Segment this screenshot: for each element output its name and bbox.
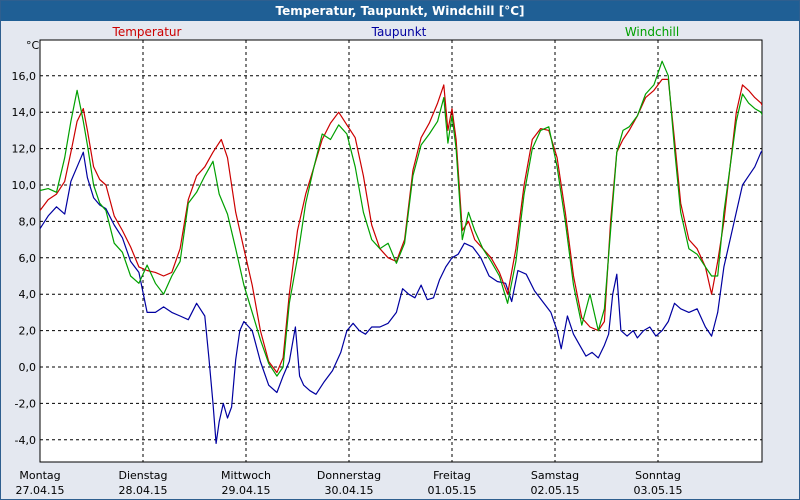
y-tick-label: -4,0 bbox=[15, 434, 36, 447]
legend-taupunkt: Taupunkt bbox=[371, 25, 427, 39]
y-tick-label: 14,0 bbox=[12, 106, 37, 119]
x-tick-date: 01.05.15 bbox=[428, 484, 477, 497]
series-line-taupunkt bbox=[40, 150, 762, 444]
x-tick-day: Freitag bbox=[433, 469, 471, 482]
y-tick-label: 16,0 bbox=[12, 70, 37, 83]
legend-temperatur: Temperatur bbox=[112, 25, 182, 39]
x-tick-day: Mittwoch bbox=[221, 469, 271, 482]
x-tick-day: Donnerstag bbox=[317, 469, 381, 482]
y-tick-label: 6,0 bbox=[19, 252, 37, 265]
y-tick-label: 12,0 bbox=[12, 143, 37, 156]
x-tick-date: 28.04.15 bbox=[119, 484, 168, 497]
y-tick-label: 8,0 bbox=[19, 215, 37, 228]
grid-lines bbox=[40, 40, 762, 462]
y-tick-label: 2,0 bbox=[19, 325, 37, 338]
series-line-temperatur bbox=[40, 78, 762, 374]
x-tick-date: 30.04.15 bbox=[325, 484, 374, 497]
y-tick-label: 10,0 bbox=[12, 179, 37, 192]
y-tick-label: 4,0 bbox=[19, 288, 37, 301]
series-layer bbox=[40, 60, 762, 444]
legend-windchill: Windchill bbox=[625, 25, 679, 39]
x-tick-date: 29.04.15 bbox=[222, 484, 271, 497]
x-tick-day: Montag bbox=[19, 469, 60, 482]
chart-title: Temperatur, Taupunkt, Windchill [°C] bbox=[1, 1, 799, 21]
legend: Temperatur Taupunkt Windchill bbox=[112, 25, 680, 39]
x-tick-day: Dienstag bbox=[118, 469, 167, 482]
x-tick-date: 27.04.15 bbox=[16, 484, 65, 497]
y-tick-label: -2,0 bbox=[15, 397, 36, 410]
x-tick-day: Samstag bbox=[531, 469, 579, 482]
x-tick-date: 02.05.15 bbox=[531, 484, 580, 497]
x-tick-date: 03.05.15 bbox=[634, 484, 683, 497]
y-axis-unit-label: °C bbox=[26, 39, 40, 52]
y-tick-label: 0,0 bbox=[19, 361, 37, 374]
x-tick-day: Sonntag bbox=[635, 469, 681, 482]
axis-ticks: -4,0 -2,0 0,0 2,0 4,0 6,0 8,0 10,0 12,0 14,0 16,0 M… bbox=[12, 70, 683, 497]
series-line-windchill bbox=[40, 60, 762, 377]
